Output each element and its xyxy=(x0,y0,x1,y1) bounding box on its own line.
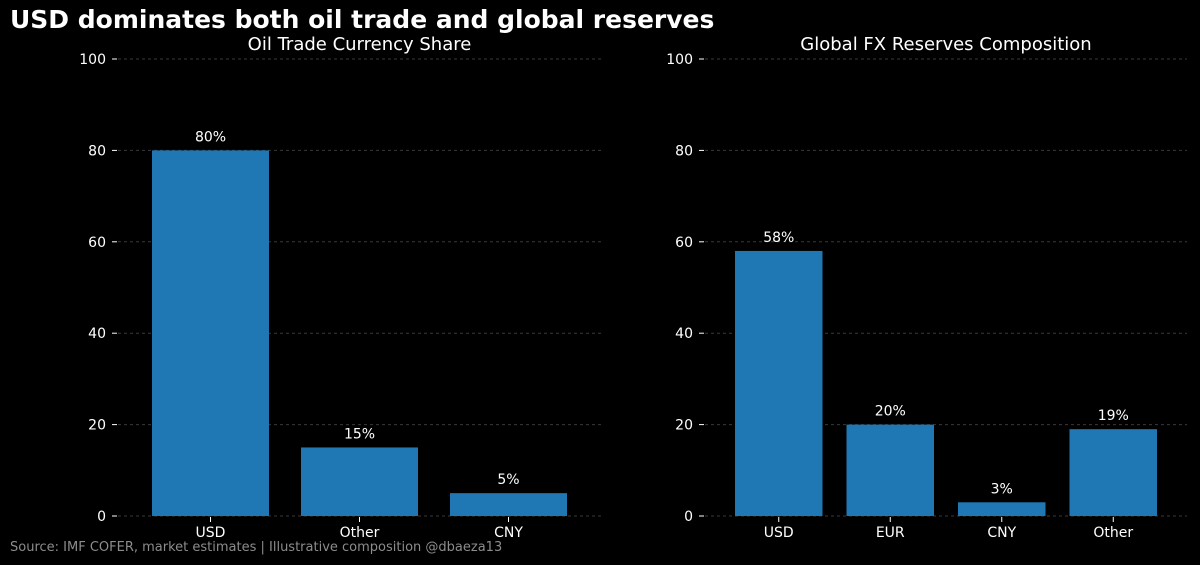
bar-cny xyxy=(450,493,567,516)
x-tick-label: Other xyxy=(1093,525,1133,541)
y-tick-label: 60 xyxy=(675,235,693,251)
data-label: 58% xyxy=(763,230,794,246)
bar-eur xyxy=(846,424,934,516)
y-tick-label: 0 xyxy=(97,509,106,525)
figure-title: USD dominates both oil trade and global … xyxy=(10,5,715,34)
y-tick-label: 80 xyxy=(675,143,693,159)
y-tick-label: 60 xyxy=(88,235,106,251)
x-tick-label: USD xyxy=(196,525,226,541)
y-tick-label: 20 xyxy=(675,418,693,434)
bar-usd xyxy=(152,150,269,516)
y-tick-label: 20 xyxy=(88,418,106,434)
y-tick-label: 100 xyxy=(666,52,693,68)
data-label: 3% xyxy=(991,481,1013,497)
chart-2-title: Global FX Reserves Composition xyxy=(800,34,1091,55)
x-tick-label: USD xyxy=(764,525,794,541)
x-tick-label: EUR xyxy=(876,525,905,541)
y-tick-label: 100 xyxy=(79,52,106,68)
data-label: 20% xyxy=(875,404,906,420)
x-tick-label: Other xyxy=(340,525,380,541)
bar-other xyxy=(301,447,418,516)
y-tick-label: 40 xyxy=(675,326,693,342)
bar-cny xyxy=(958,502,1046,516)
data-label: 19% xyxy=(1098,408,1129,424)
data-label: 5% xyxy=(497,472,519,488)
bar-usd xyxy=(735,250,823,516)
data-label: 15% xyxy=(344,426,375,442)
chart-1-title: Oil Trade Currency Share xyxy=(248,34,472,55)
y-tick-label: 0 xyxy=(684,509,693,525)
bar-other xyxy=(1069,429,1157,516)
x-tick-label: CNY xyxy=(987,525,1016,541)
y-tick-label: 80 xyxy=(88,143,106,159)
source-footnote: Source: IMF COFER, market estimates | Il… xyxy=(10,540,503,555)
x-tick-label: CNY xyxy=(494,525,523,541)
y-tick-label: 40 xyxy=(88,326,106,342)
data-label: 80% xyxy=(195,129,226,145)
